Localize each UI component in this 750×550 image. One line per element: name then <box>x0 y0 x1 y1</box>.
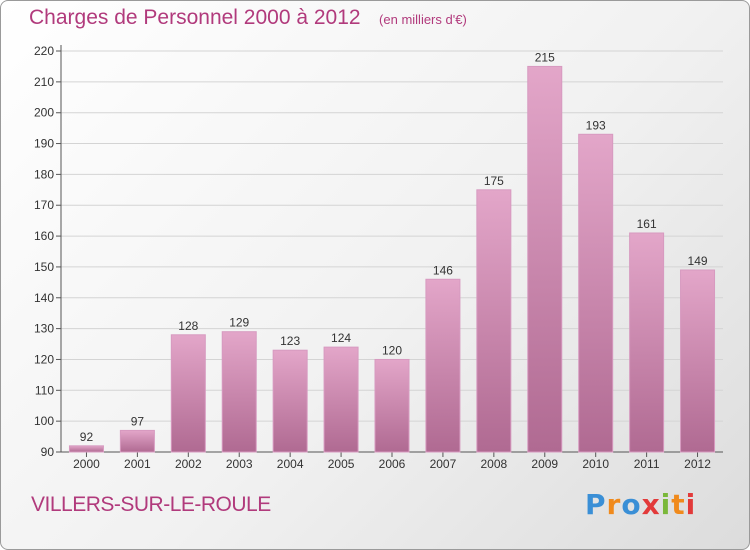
value-label-2005: 124 <box>331 331 351 345</box>
value-label-2001: 97 <box>131 414 145 428</box>
value-label-2011: 161 <box>637 217 657 231</box>
value-label-2009: 215 <box>535 50 555 64</box>
value-label-2012: 149 <box>688 254 708 268</box>
bar-2001 <box>119 429 155 453</box>
bar-2009 <box>527 65 563 453</box>
proxiti-logo: Proxiti <box>585 488 697 521</box>
chart-subtitle: (en milliers d'€) <box>379 12 467 27</box>
chart-title-row: Charges de Personnel 2000 à 2012 (en mil… <box>29 6 467 30</box>
bar-2000 <box>68 445 104 453</box>
y-tick-label: 180 <box>34 167 54 181</box>
value-label-2007: 146 <box>433 263 453 277</box>
x-tick-label-2003: 2003 <box>226 457 253 471</box>
y-tick-label: 210 <box>34 75 54 89</box>
x-tick-label-2001: 2001 <box>124 457 151 471</box>
x-tick-label-2000: 2000 <box>73 457 100 471</box>
x-tick-label-2004: 2004 <box>277 457 304 471</box>
y-tick-label: 130 <box>34 322 54 336</box>
value-label-2006: 120 <box>382 343 402 357</box>
y-tick-label: 110 <box>35 383 54 397</box>
y-tick-label: 120 <box>34 352 54 366</box>
y-tick-label: 170 <box>34 198 54 212</box>
x-tick-label-2007: 2007 <box>430 457 457 471</box>
value-label-2008: 175 <box>484 174 504 188</box>
value-label-2000: 92 <box>80 430 94 444</box>
bar-2006 <box>374 358 410 453</box>
value-label-2002: 128 <box>178 319 198 333</box>
bar-2007 <box>425 278 461 453</box>
x-tick-label-2005: 2005 <box>328 457 355 471</box>
x-tick-label-2009: 2009 <box>531 457 558 471</box>
value-label-2010: 193 <box>586 118 606 132</box>
y-tick-label: 100 <box>34 414 54 428</box>
x-tick-label-2012: 2012 <box>684 457 711 471</box>
bar-2004 <box>272 349 308 453</box>
y-tick-label: 160 <box>34 229 54 243</box>
commune-name: VILLERS-SUR-LE-ROULE <box>31 493 271 516</box>
x-tick-label-2008: 2008 <box>480 457 507 471</box>
y-tick-label: 140 <box>34 291 54 305</box>
x-tick-label-2011: 2011 <box>634 457 660 471</box>
bar-2002 <box>170 334 206 453</box>
y-tick-label: 150 <box>34 260 54 274</box>
y-tick-label: 220 <box>34 44 54 58</box>
value-label-2004: 123 <box>280 334 300 348</box>
y-tick-label: 90 <box>41 445 55 459</box>
bar-2005 <box>323 346 359 453</box>
bar-2003 <box>221 331 257 453</box>
labels: 90 100 110 120 130 140 150 160 170 180 190 200 210 22… <box>34 44 711 471</box>
x-tick-label-2010: 2010 <box>582 457 609 471</box>
bar-2011 <box>629 232 665 453</box>
y-tick-label: 190 <box>34 137 54 151</box>
x-tick-label-2002: 2002 <box>175 457 202 471</box>
y-tick-label: 200 <box>34 106 54 120</box>
value-label-2003: 129 <box>229 316 249 330</box>
x-tick-label-2006: 2006 <box>379 457 406 471</box>
bars <box>68 65 716 453</box>
bar-2010 <box>578 133 614 453</box>
bar-2008 <box>476 189 512 453</box>
bar-2012 <box>680 269 716 453</box>
chart-title: Charges de Personnel 2000 à 2012 <box>29 6 361 29</box>
